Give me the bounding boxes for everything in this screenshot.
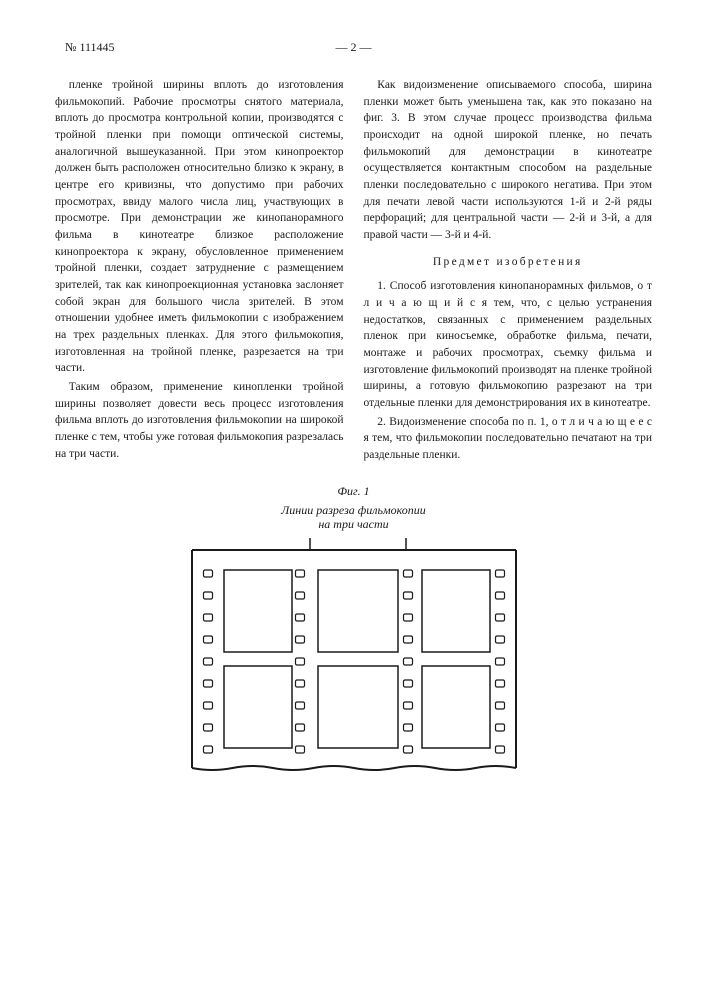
- figure-caption-line2: на три части: [318, 517, 388, 531]
- right-para-3: 2. Видоизменение способа по п. 1, о т л …: [364, 414, 653, 464]
- subject-of-invention-title: Предмет изобретения: [364, 254, 653, 271]
- right-para-1: Как видоизменение описываемого способа, …: [364, 77, 653, 244]
- page-header: № 111445 — 2 —: [55, 40, 652, 55]
- page-number: — 2 —: [257, 40, 449, 55]
- right-column: Как видоизменение описываемого способа, …: [364, 77, 653, 466]
- figure-1: Фиг. 1 Линии разреза фильмокопии на три …: [55, 484, 652, 778]
- figure-caption: Линии разреза фильмокопии на три части: [55, 503, 652, 532]
- right-para-2: 1. Способ изготовления кинопанорамных фи…: [364, 278, 653, 411]
- figure-caption-line1: Линии разреза фильмокопии: [281, 503, 426, 517]
- text-columns: пленке тройной ширины вплоть до изготовл…: [55, 77, 652, 466]
- doc-number: № 111445: [65, 40, 257, 55]
- left-para-2: Таким образом, применение кинопленки тро…: [55, 379, 344, 462]
- figure-label: Фиг. 1: [55, 484, 652, 499]
- film-strip-diagram: [184, 538, 524, 778]
- left-column: пленке тройной ширины вплоть до изготовл…: [55, 77, 344, 466]
- left-para-1: пленке тройной ширины вплоть до изготовл…: [55, 77, 344, 377]
- page-container: № 111445 — 2 — пленке тройной ширины впл…: [0, 0, 707, 808]
